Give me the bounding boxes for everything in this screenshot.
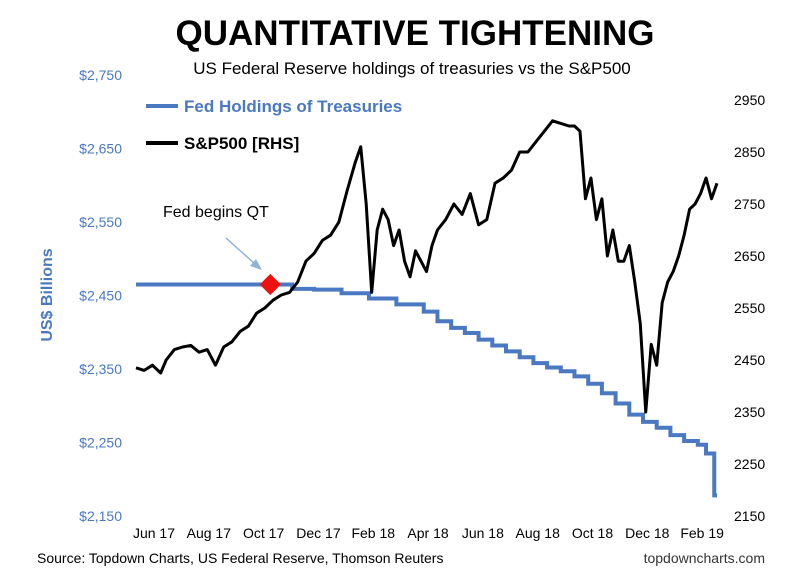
qt-start-marker — [259, 273, 281, 296]
right-axis-ticks: 2950 2850 2750 2650 2550 2450 2350 2250 2150 — [734, 92, 765, 524]
left-tick-label: $2,650 — [79, 141, 122, 157]
right-tick-label: 2350 — [734, 404, 765, 420]
left-tick-label: $2,150 — [79, 508, 122, 524]
right-tick-label: 2150 — [734, 508, 765, 524]
left-tick-label: $2,350 — [79, 361, 122, 377]
series-fed-holdings-line — [136, 282, 717, 498]
left-tick-label: $2,750 — [79, 67, 122, 83]
annotation-text: Fed begins QT — [163, 204, 269, 221]
annotation-arrow — [225, 237, 256, 265]
right-tick-label: 2250 — [734, 456, 765, 472]
y-axis-label: US$ Billions — [39, 248, 56, 341]
x-tick-label: Oct 17 — [243, 525, 284, 541]
x-tick-label: Jun 17 — [133, 525, 175, 541]
left-tick-label: $2,550 — [79, 214, 122, 230]
right-tick-label: 2950 — [734, 92, 765, 108]
x-tick-label: Feb 18 — [351, 525, 395, 541]
x-tick-label: Oct 18 — [572, 525, 613, 541]
left-axis-ticks: $2,750 $2,650 $2,550 $2,450 $2,350 $2,250 $2,1… — [79, 67, 122, 524]
annotation-arrowhead — [250, 259, 262, 270]
right-tick-label: 2650 — [734, 248, 765, 264]
x-tick-label: Aug 18 — [515, 525, 560, 541]
right-tick-label: 2750 — [734, 196, 765, 212]
x-tick-label: Aug 17 — [187, 525, 232, 541]
brand-watermark: topdowncharts.com — [644, 550, 765, 566]
legend-sp-label: S&P500 [RHS] — [184, 134, 299, 153]
x-tick-label: Apr 18 — [407, 525, 448, 541]
series-layer — [135, 119, 719, 498]
legend: Fed Holdings of Treasuries S&P500 [RHS] — [146, 97, 402, 153]
right-tick-label: 2850 — [734, 144, 765, 160]
x-tick-label: Feb 19 — [680, 525, 724, 541]
left-tick-label: $2,250 — [79, 435, 122, 451]
right-tick-label: 2550 — [734, 300, 765, 316]
x-tick-label: Dec 17 — [296, 525, 341, 541]
chart-title: QUANTITATIVE TIGHTENING — [176, 14, 655, 53]
legend-fed-label: Fed Holdings of Treasuries — [184, 97, 402, 116]
x-tick-label: Dec 18 — [625, 525, 670, 541]
left-tick-label: $2,450 — [79, 288, 122, 304]
x-axis-ticks: Jun 17 Aug 17 Oct 17 Dec 17 Feb 18 Apr 18 Jun … — [133, 525, 724, 541]
right-tick-label: 2450 — [734, 352, 765, 368]
x-tick-label: Jun 18 — [462, 525, 504, 541]
series-sp500-line — [135, 119, 719, 414]
qt-annotation: Fed begins QT — [163, 204, 281, 296]
chart-subtitle: US Federal Reserve holdings of treasurie… — [193, 59, 631, 78]
source-note: Source: Topdown Charts, US Federal Reser… — [37, 550, 443, 566]
